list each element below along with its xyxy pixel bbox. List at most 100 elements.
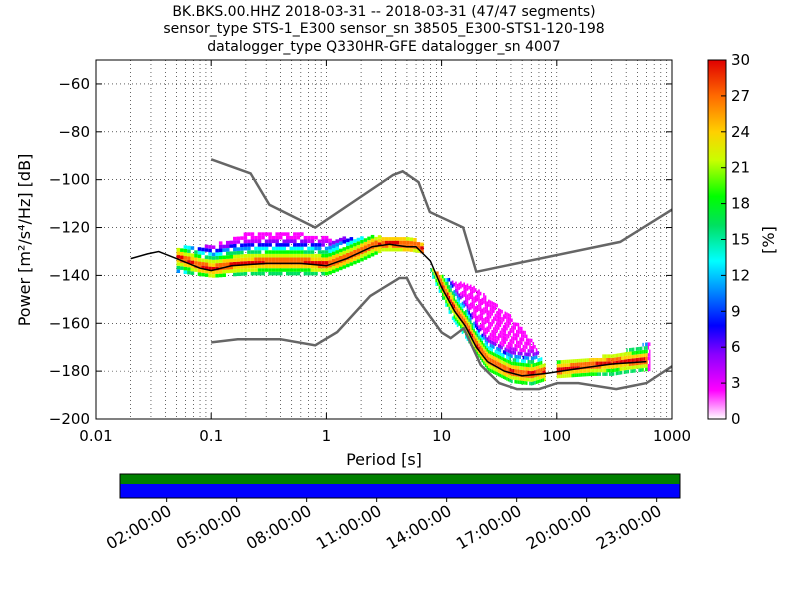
density-cell <box>463 293 465 297</box>
density-cell <box>512 358 515 362</box>
density-cell <box>570 366 572 371</box>
density-cell <box>530 345 533 350</box>
density-cell <box>501 356 503 361</box>
density-cell <box>532 363 535 368</box>
density-cell <box>464 335 467 339</box>
density-cell <box>641 346 643 351</box>
density-cell <box>501 374 503 379</box>
density-cell <box>257 253 262 258</box>
density-cell <box>501 353 503 357</box>
density-cell <box>328 270 332 275</box>
density-cell <box>466 287 469 291</box>
density-cell <box>300 257 304 262</box>
density-cell <box>611 368 613 373</box>
density-cell <box>633 347 635 352</box>
density-cell <box>469 306 472 310</box>
density-cell <box>497 369 500 373</box>
density-cell <box>560 363 563 368</box>
density-cell <box>286 268 290 272</box>
density-cell <box>558 367 560 372</box>
density-cell <box>522 370 525 374</box>
density-cell <box>586 369 588 373</box>
density-cell <box>509 346 512 351</box>
density-cell <box>187 267 191 271</box>
density-cell <box>183 266 188 271</box>
density-cell <box>286 257 290 262</box>
density-cell <box>576 369 579 374</box>
density-cell <box>469 316 472 321</box>
density-cell <box>271 239 276 244</box>
density-cell <box>639 361 642 365</box>
density-cell <box>511 350 513 355</box>
density-cell <box>293 239 297 244</box>
density-cell <box>388 247 392 252</box>
density-cell <box>240 243 244 248</box>
density-cell <box>486 340 489 345</box>
density-cell <box>321 235 325 240</box>
density-cell <box>572 359 575 363</box>
y-tick-label: −60 <box>58 75 90 93</box>
density-cell <box>504 322 507 326</box>
density-cell <box>360 254 364 258</box>
density-cell <box>627 355 630 359</box>
density-cell <box>642 357 644 361</box>
density-cell <box>488 310 490 314</box>
density-cell <box>353 260 357 265</box>
density-cell <box>494 342 497 347</box>
density-cell <box>604 357 607 362</box>
density-cell <box>635 365 638 369</box>
density-cell <box>176 255 181 259</box>
density-cell <box>420 249 424 254</box>
density-cell <box>641 357 643 361</box>
density-cell <box>479 316 482 321</box>
density-cell <box>512 336 515 341</box>
density-cell <box>356 255 361 260</box>
density-cell <box>491 355 493 359</box>
density-cell <box>194 261 198 265</box>
density-cell <box>335 250 339 254</box>
density-cell <box>641 353 643 358</box>
density-cell <box>517 330 520 334</box>
density-cell <box>649 356 651 361</box>
density-cell <box>634 358 636 362</box>
density-cell <box>506 344 508 349</box>
density-cell <box>250 261 255 265</box>
density-cell <box>511 368 513 373</box>
density-cell <box>310 264 315 269</box>
density-cell <box>356 237 361 242</box>
time-tick-label: 23:00:00 <box>593 501 665 553</box>
density-cell <box>479 298 482 303</box>
density-cell <box>211 274 216 278</box>
density-cell <box>453 315 456 319</box>
density-cell <box>254 268 258 272</box>
density-cell <box>494 356 497 361</box>
density-cell <box>572 370 575 374</box>
density-cell <box>506 333 508 338</box>
density-cell <box>286 239 290 244</box>
density-cell <box>519 337 521 342</box>
density-cell <box>492 338 495 342</box>
density-cell <box>240 254 244 258</box>
density-cell <box>522 380 525 385</box>
density-cell <box>261 232 265 236</box>
density-cell <box>582 358 584 363</box>
density-cell <box>488 303 490 307</box>
density-cell <box>584 369 587 373</box>
density-cell <box>530 378 533 382</box>
density-cell <box>592 368 595 373</box>
density-cell <box>413 237 417 242</box>
density-cell <box>543 366 546 371</box>
density-cell <box>307 268 311 272</box>
density-cell <box>637 350 639 355</box>
density-cell <box>481 322 484 327</box>
density-cell <box>560 367 563 371</box>
density-cell <box>441 278 444 282</box>
density-cell <box>586 372 588 377</box>
density-cell <box>611 354 613 358</box>
density-cell <box>617 360 619 365</box>
density-cell <box>483 346 485 351</box>
density-cell <box>530 381 533 386</box>
density-cell <box>484 309 487 314</box>
density-cell <box>598 368 600 373</box>
